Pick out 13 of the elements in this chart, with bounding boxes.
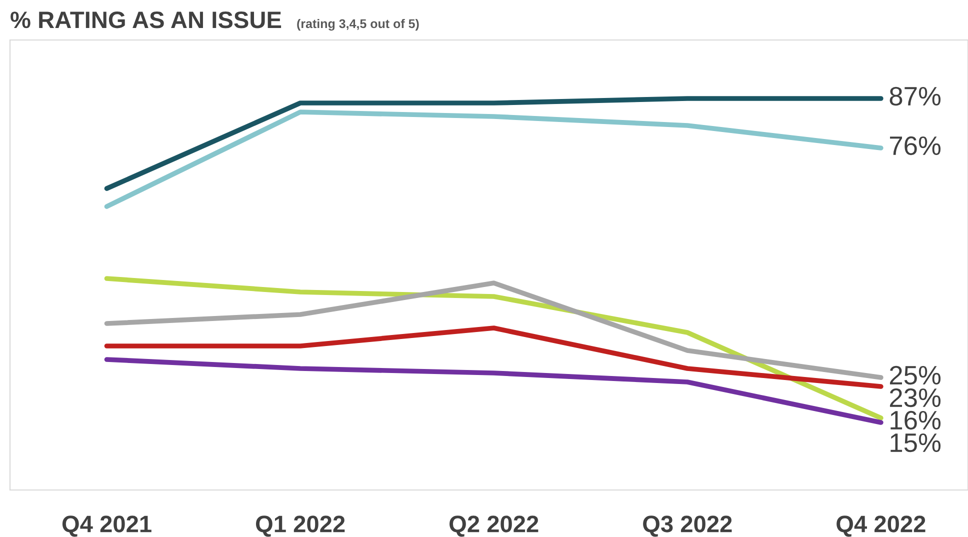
data-label: 87% <box>890 86 941 106</box>
data-label: 15% <box>890 434 941 452</box>
data-label: 16% <box>890 410 941 430</box>
chart-title: % RATING AS AN ISSUE <box>10 12 282 28</box>
data-label: 76% <box>890 136 941 156</box>
chart-subtitle: (rating 3,4,5 out of 5) <box>297 18 419 31</box>
data-label: 23% <box>890 388 941 408</box>
x-tick-label: Q2 2022 <box>450 516 538 537</box>
x-tick-label: Q1 2022 <box>256 516 345 537</box>
data-label: 25% <box>890 366 941 385</box>
x-tick-label: Q4 2021 <box>62 516 152 537</box>
x-tick-label: Q3 2022 <box>643 516 732 537</box>
x-tick-label: Q4 2022 <box>836 516 926 537</box>
